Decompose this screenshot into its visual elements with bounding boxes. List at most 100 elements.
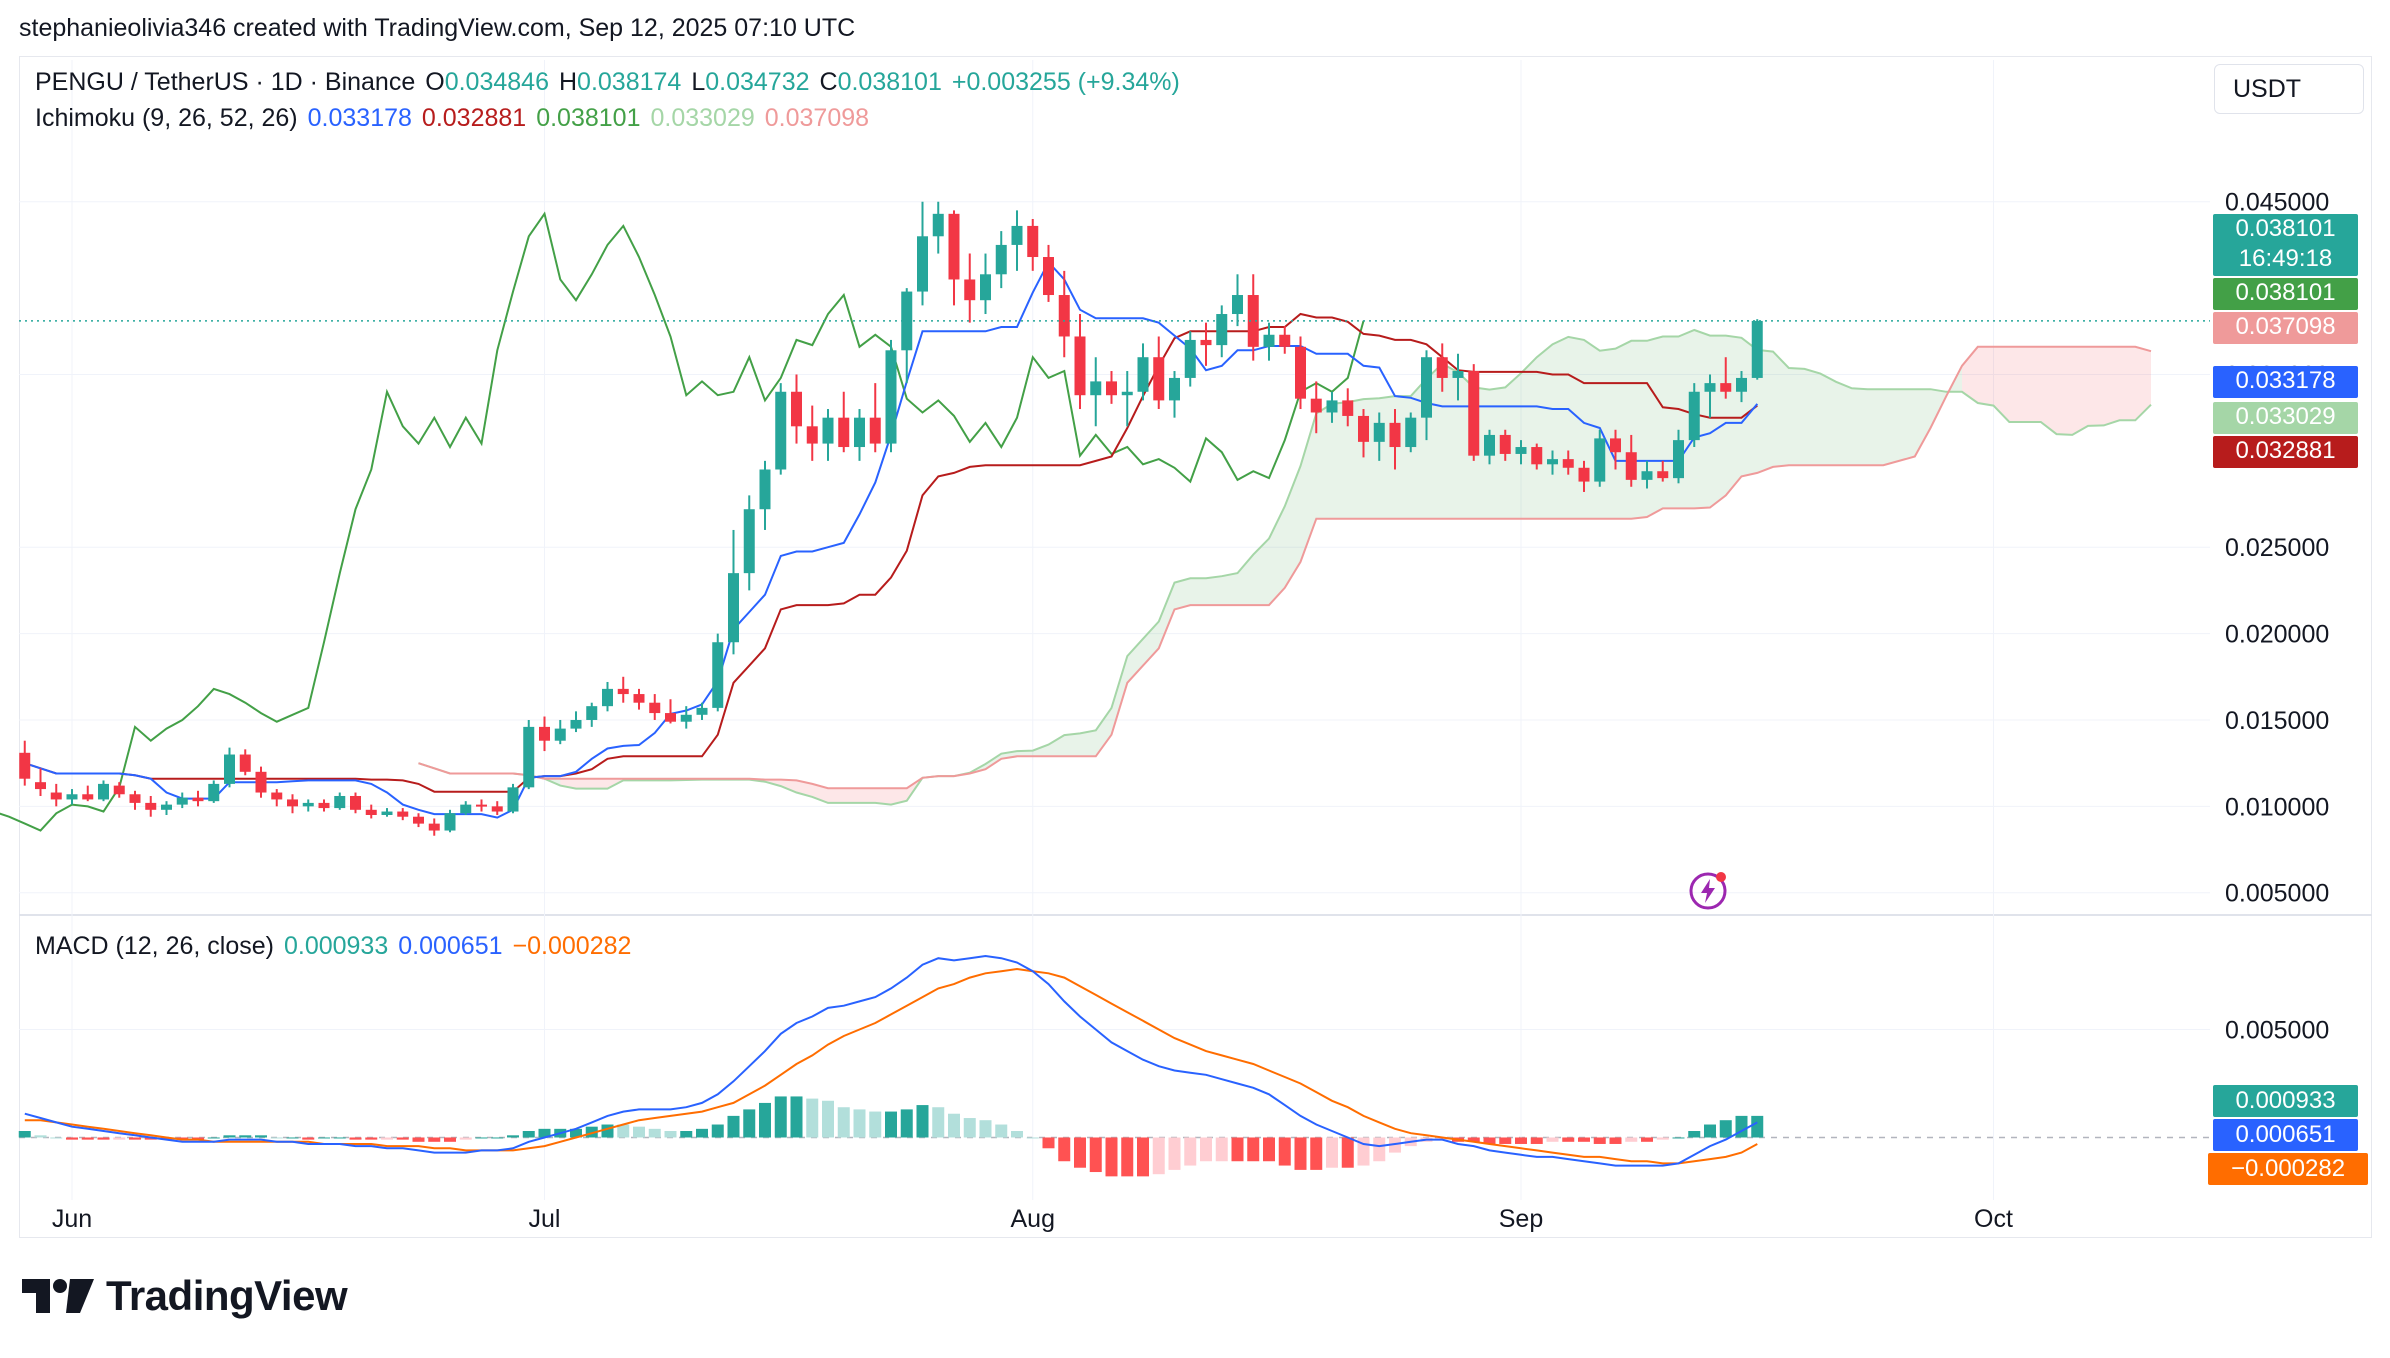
price-axis-label: 0.020000 <box>2225 621 2329 649</box>
macd-histogram-bar <box>81 1137 94 1140</box>
price-tag-value: 0.038101 <box>2235 215 2336 242</box>
macd-histogram-bar <box>648 1128 661 1138</box>
candle-down <box>50 792 62 800</box>
candle-up <box>1090 381 1102 396</box>
candle-down <box>19 752 31 779</box>
macd-histogram-bar <box>507 1135 519 1138</box>
symbol-title[interactable]: PENGU / TetherUS · 1D · Binance <box>35 68 416 96</box>
candle-up <box>917 236 928 292</box>
macd-histogram-bar <box>1688 1131 1701 1138</box>
macd-histogram-bar <box>1609 1137 1622 1144</box>
candle-down <box>318 802 330 809</box>
macd-histogram-bar <box>66 1137 78 1140</box>
candle-down <box>1074 336 1086 396</box>
macd-histogram-bar <box>696 1128 708 1138</box>
candle-up <box>1736 377 1747 392</box>
macd-legend[interactable]: MACD (12, 26, close) 0.000933 0.000651 −0.0… <box>35 932 641 961</box>
ichimoku-label: Ichimoku (9, 26, 52, 26) <box>35 104 298 132</box>
macd-histogram-bar <box>1719 1120 1732 1138</box>
candle-up <box>1373 422 1385 442</box>
candle-down <box>271 792 283 800</box>
candle-up <box>1515 447 1527 454</box>
candle-up <box>775 391 787 470</box>
candle-down <box>476 804 487 807</box>
ichimoku-conversion-value: 0.033178 <box>307 104 412 132</box>
macd-histogram-bar <box>34 1135 47 1138</box>
macd-histogram-bar <box>50 1137 63 1139</box>
macd-histogram-bar <box>570 1128 582 1138</box>
macd-histogram-bar <box>144 1137 157 1140</box>
candle-up <box>1326 400 1338 413</box>
lagging-span-line <box>0 211 1365 832</box>
macd-histogram-value: 0.000933 <box>283 932 389 960</box>
candle-up <box>901 291 913 351</box>
macd-tag: 0.000651 <box>2213 1119 2358 1151</box>
candle-down <box>1657 471 1669 479</box>
macd-histogram-bar <box>1263 1137 1275 1162</box>
macd-histogram-bar <box>1515 1137 1527 1144</box>
macd-histogram-bar <box>176 1137 189 1140</box>
candle-up <box>1673 440 1684 479</box>
candle-down <box>1578 467 1590 482</box>
currency-selector[interactable]: USDT <box>2214 64 2364 114</box>
candle-up <box>1121 391 1133 396</box>
candle-down <box>1358 415 1369 442</box>
open-label: O <box>425 68 445 96</box>
candle-down <box>1058 295 1070 337</box>
candle-up <box>444 813 456 831</box>
chart-credit: stephanieolivia346 created with TradingV… <box>19 14 856 42</box>
candle-up <box>602 688 613 707</box>
candle-up <box>1216 314 1228 346</box>
candle-up <box>1547 459 1558 465</box>
candle-up <box>1751 320 1763 378</box>
macd-histogram-bar <box>1058 1137 1071 1162</box>
cloud-bearish <box>1962 346 2151 435</box>
high-value: 0.038174 <box>577 68 682 96</box>
macd-histogram-bar <box>1562 1137 1575 1142</box>
candle-up <box>554 728 566 741</box>
macd-histogram-bar <box>1089 1137 1102 1173</box>
cloud-bearish <box>560 777 923 805</box>
price-axis-label: 0.025000 <box>2225 534 2329 562</box>
macd-histogram-bar <box>1278 1137 1291 1166</box>
price-tag-value: 0.032881 <box>2235 437 2336 464</box>
macd-histogram-bar <box>1578 1137 1590 1142</box>
candle-up <box>224 754 235 784</box>
macd-histogram-bar <box>1546 1137 1559 1142</box>
time-axis-label: Oct <box>1974 1205 2013 1233</box>
tradingview-logo[interactable]: TradingView <box>22 1272 348 1320</box>
macd-histogram-bar <box>711 1124 724 1138</box>
macd-histogram-bar <box>1641 1137 1653 1142</box>
cloud-bullish <box>922 330 1962 778</box>
macd-histogram-bar <box>1373 1137 1386 1162</box>
candle-up <box>712 642 724 708</box>
macd-histogram-bar <box>318 1137 330 1139</box>
candle-down <box>82 794 94 800</box>
candle-up <box>1169 377 1180 401</box>
macd-histogram-bar <box>1704 1124 1716 1138</box>
macd-line-value: 0.000651 <box>398 932 503 960</box>
candle-up <box>98 783 109 800</box>
price-tag-value: 0.038101 <box>2235 279 2336 306</box>
price-tag: 0.033178 <box>2213 366 2358 398</box>
candle-up <box>854 417 865 448</box>
ichimoku-legend[interactable]: Ichimoku (9, 26, 52, 26) 0.033178 0.032881… <box>35 104 879 133</box>
macd-histogram-bar <box>1231 1137 1244 1162</box>
candle-up <box>1184 339 1196 378</box>
macd-histogram-bar <box>963 1118 976 1138</box>
macd-histogram-bar <box>869 1111 882 1138</box>
candle-down <box>1200 339 1212 346</box>
tradingview-logo-icon <box>22 1279 94 1313</box>
candle-up <box>1594 438 1606 482</box>
macd-histogram-bar <box>932 1107 945 1138</box>
macd-histogram-bar <box>1042 1137 1055 1149</box>
macd-histogram-bar <box>853 1109 866 1138</box>
macd-histogram-bar <box>1137 1137 1149 1177</box>
candle-up <box>1704 383 1716 392</box>
candle-down <box>1610 438 1621 453</box>
lightning-icon[interactable] <box>1688 870 1728 910</box>
macd-signal-value: −0.000282 <box>512 932 632 960</box>
candle-up <box>66 794 78 800</box>
candle-up <box>1688 391 1700 441</box>
